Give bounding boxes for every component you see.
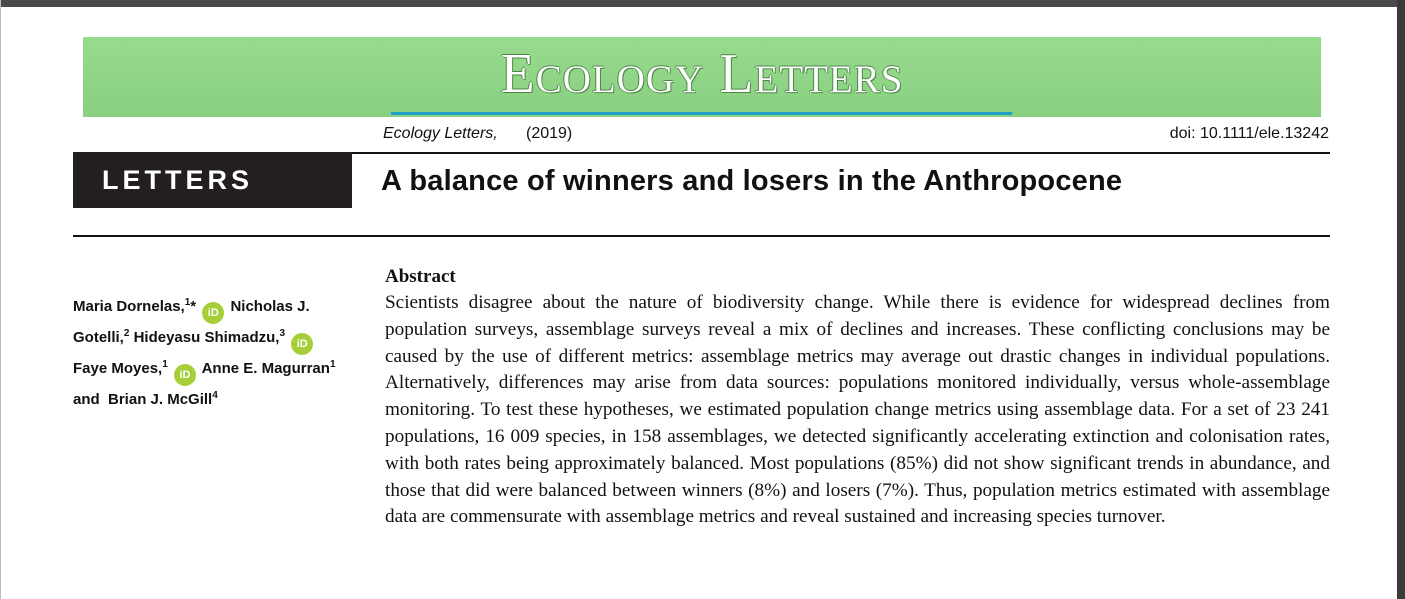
window-left-border — [0, 0, 1, 599]
author-affiliation: 4 — [212, 390, 218, 401]
author-name: Nicholas J. Gotelli, — [73, 298, 310, 346]
section-label: LETTERS — [102, 165, 254, 195]
author-list: Maria Dornelas,1* iD Nicholas J. Gotelli… — [73, 293, 348, 414]
orcid-icon[interactable]: iD — [202, 302, 225, 324]
window-right-scrollbar[interactable] — [1397, 0, 1405, 599]
author-affiliation: 3 — [279, 328, 286, 339]
authors-connector: and — [73, 391, 100, 408]
header-rule — [352, 152, 1330, 154]
publication-year: (2019) — [526, 125, 573, 142]
author-affiliation: 1 — [184, 297, 191, 308]
journal-name: Ecology Letters, — [383, 125, 498, 142]
author-name: Maria Dornelas, — [73, 298, 185, 315]
orcid-icon[interactable]: iD — [291, 333, 314, 355]
journal-logo-title: Ecology Letters — [500, 43, 904, 105]
abstract-body: Scientists disagree about the nature of … — [385, 292, 1330, 528]
author-affiliation: 2 — [123, 328, 130, 339]
doi-link[interactable]: doi: 10.1111/ele.13242 — [1169, 125, 1329, 142]
author-name: Hideyasu Shimadzu, — [133, 329, 280, 346]
author-name: Brian J. McGill — [108, 391, 213, 408]
author-name: Anne E. Magurran — [201, 360, 330, 377]
section-label-box — [73, 152, 352, 208]
title-rule — [73, 235, 1330, 237]
author-affiliation: 1 — [329, 359, 336, 370]
journal-banner: Ecology Letters — [83, 37, 1321, 117]
author-affiliation: 1 — [162, 359, 168, 370]
article-title: A balance of winners and losers in the A… — [381, 165, 1123, 197]
window-top-border — [0, 0, 1405, 7]
corresponding-marker: * — [190, 298, 197, 315]
logo-underline — [391, 112, 1012, 115]
orcid-icon[interactable]: iD — [173, 364, 196, 386]
abstract-heading: Abstract — [385, 266, 456, 287]
author-name: Faye Moyes, — [73, 360, 163, 377]
